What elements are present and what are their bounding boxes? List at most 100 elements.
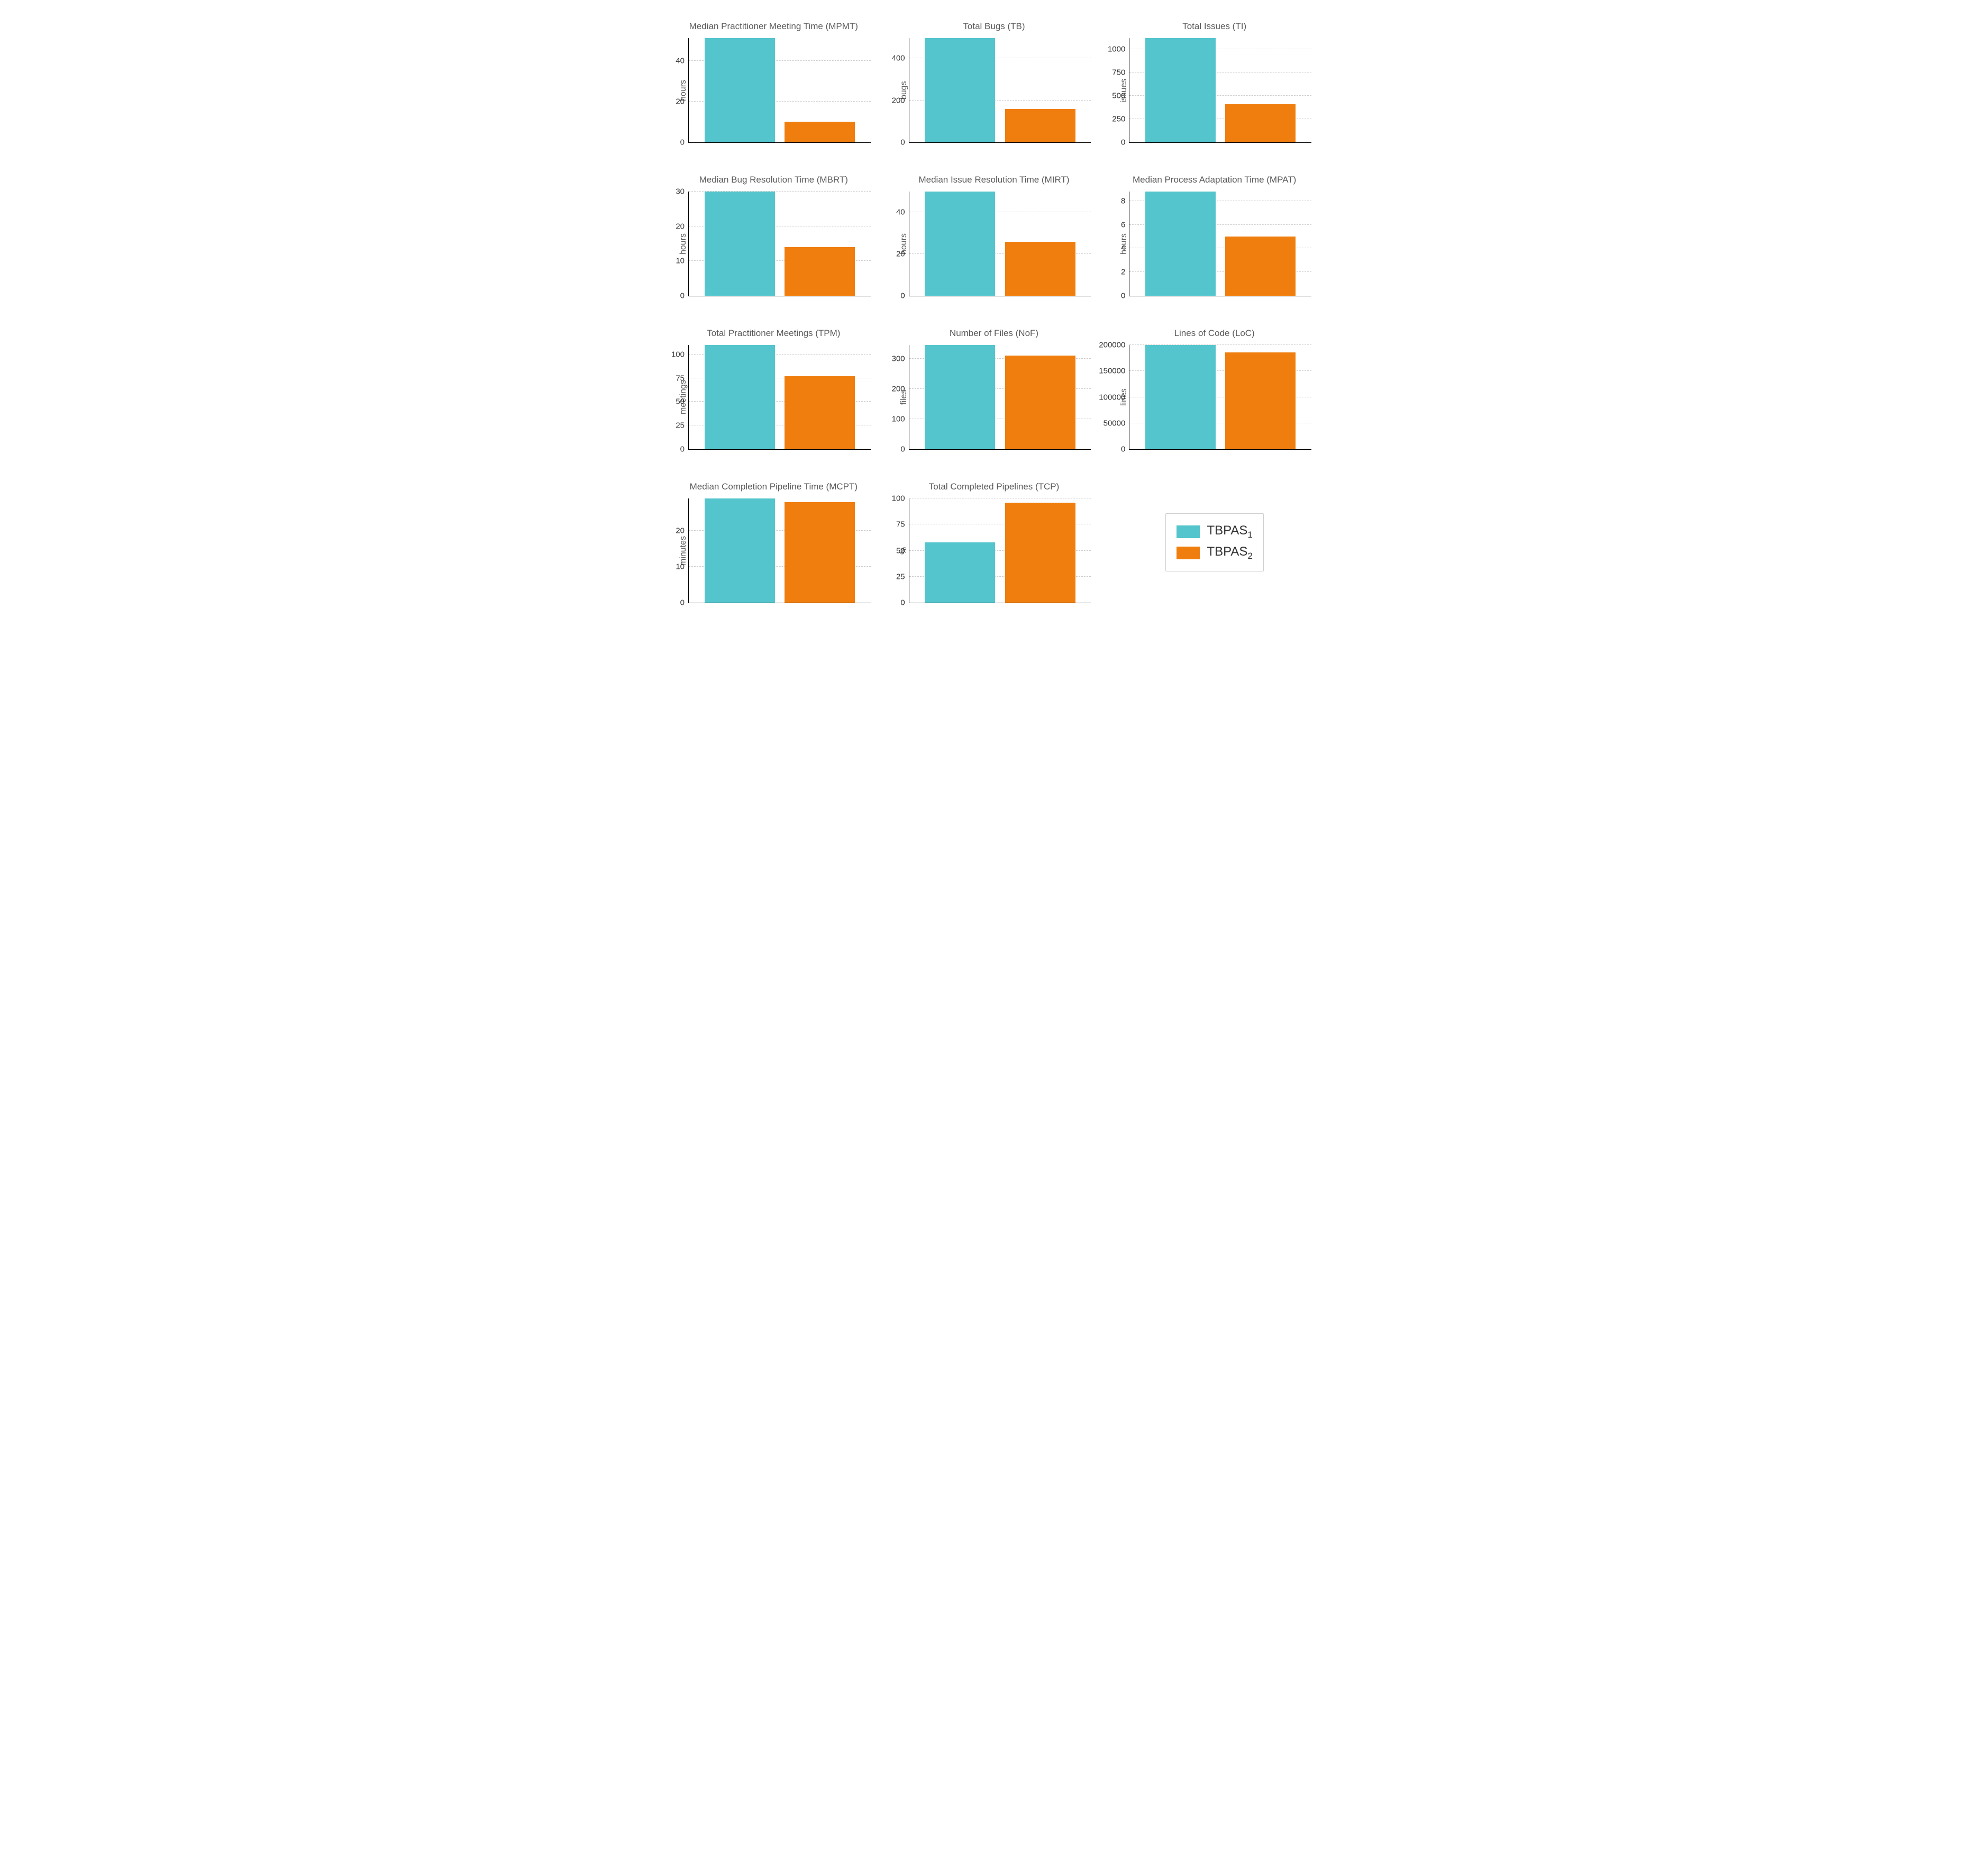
y-tick-label: 200 bbox=[892, 96, 905, 105]
plot-area: 050000100000150000200000 bbox=[1129, 345, 1311, 450]
bar-series1 bbox=[705, 192, 775, 296]
y-tick-label: 100 bbox=[892, 494, 905, 503]
chart-panel: Total Completed Pipelines (TCP)%02550751… bbox=[897, 482, 1091, 603]
y-tick-label: 100000 bbox=[1099, 393, 1125, 402]
chart-panel: Median Practitioner Meeting Time (MPMT) h… bbox=[677, 21, 871, 143]
y-tick-label: 0 bbox=[680, 445, 685, 454]
y-tick-label: 400 bbox=[892, 54, 905, 63]
legend-row-series1: TBPAS1 bbox=[1177, 521, 1253, 542]
plot-area: 02505007501000 bbox=[1129, 38, 1311, 143]
bars-container bbox=[689, 345, 871, 449]
bar-series2 bbox=[1005, 109, 1075, 142]
y-tick-label: 0 bbox=[1121, 445, 1125, 454]
chart-panel: Number of Files (NoF)files0100200300 bbox=[897, 328, 1091, 450]
bar-series1 bbox=[705, 38, 775, 142]
bars-container bbox=[689, 38, 871, 142]
bar-series2 bbox=[1225, 352, 1296, 449]
bar-series2 bbox=[1005, 242, 1075, 296]
y-tick-label: 0 bbox=[680, 292, 685, 301]
y-axis-label: issues bbox=[1117, 38, 1129, 143]
y-tick-label: 200000 bbox=[1099, 341, 1125, 350]
legend-row-series2: TBPAS2 bbox=[1177, 542, 1253, 564]
chart-title: Number of Files (NoF) bbox=[897, 328, 1091, 339]
y-axis-label: minutes bbox=[677, 498, 688, 603]
bars-container bbox=[909, 192, 1091, 296]
y-tick-label: 300 bbox=[892, 354, 905, 363]
legend-box: TBPAS1 TBPAS2 bbox=[1165, 513, 1264, 571]
y-tick-label: 0 bbox=[900, 292, 905, 301]
y-tick-label: 20 bbox=[676, 526, 685, 535]
bars-container bbox=[909, 498, 1091, 603]
bar-series2 bbox=[785, 122, 855, 142]
plot-area: 02468 bbox=[1129, 192, 1311, 296]
bar-series1 bbox=[1145, 38, 1216, 142]
plot-area: 0255075100 bbox=[909, 498, 1091, 603]
bar-series1 bbox=[1145, 192, 1216, 296]
bar-series1 bbox=[925, 345, 995, 449]
chart-panel: Lines of Code (LoC)lines0500001000001500… bbox=[1117, 328, 1311, 450]
bars-container bbox=[909, 345, 1091, 449]
plot-area: 0255075100 bbox=[688, 345, 871, 450]
y-tick-label: 75 bbox=[896, 520, 905, 529]
y-tick-label: 8 bbox=[1121, 196, 1125, 205]
chart-title: Median Practitioner Meeting Time (MPMT) bbox=[677, 21, 871, 32]
bar-series2 bbox=[785, 502, 855, 603]
y-tick-label: 10 bbox=[676, 562, 685, 571]
y-tick-label: 25 bbox=[896, 572, 905, 581]
y-tick-label: 25 bbox=[676, 421, 685, 430]
bar-series2 bbox=[1005, 356, 1075, 449]
y-axis-label: hours bbox=[677, 38, 688, 143]
bar-series1 bbox=[705, 498, 775, 603]
y-tick-label: 0 bbox=[900, 138, 905, 147]
bars-container bbox=[1129, 192, 1311, 296]
bar-series2 bbox=[1225, 237, 1296, 296]
plot-area: 0102030 bbox=[688, 192, 871, 296]
y-tick-label: 0 bbox=[680, 138, 685, 147]
legend-label: TBPAS2 bbox=[1207, 544, 1253, 561]
bar-series1 bbox=[925, 38, 995, 142]
bars-container bbox=[909, 38, 1091, 142]
y-tick-label: 200 bbox=[892, 384, 905, 393]
y-tick-label: 75 bbox=[676, 374, 685, 383]
bars-container bbox=[689, 192, 871, 296]
plot-area: 0200400 bbox=[909, 38, 1091, 143]
y-tick-label: 500 bbox=[1112, 92, 1125, 101]
chart-title: Lines of Code (LoC) bbox=[1117, 328, 1311, 339]
y-tick-label: 30 bbox=[676, 187, 685, 196]
chart-title: Median Completion Pipeline Time (MCPT) bbox=[677, 482, 871, 492]
y-tick-label: 0 bbox=[900, 445, 905, 454]
chart-grid: Median Practitioner Meeting Time (MPMT) h… bbox=[677, 21, 1311, 603]
y-tick-label: 40 bbox=[676, 56, 685, 65]
y-tick-label: 20 bbox=[676, 97, 685, 106]
y-axis-label: hours bbox=[677, 192, 688, 296]
y-tick-label: 0 bbox=[900, 598, 905, 607]
chart-title: Total Practitioner Meetings (TPM) bbox=[677, 328, 871, 339]
plot-area: 02040 bbox=[688, 38, 871, 143]
chart-title: Median Issue Resolution Time (MIRT) bbox=[897, 175, 1091, 185]
chart-panel: Median Completion Pipeline Time (MCPT) mi… bbox=[677, 482, 871, 603]
bar-series1 bbox=[925, 542, 995, 603]
legend-cell: TBPAS1 TBPAS2 bbox=[1117, 482, 1311, 603]
y-tick-label: 50000 bbox=[1104, 419, 1126, 428]
y-tick-label: 20 bbox=[676, 222, 685, 231]
y-tick-label: 20 bbox=[896, 250, 905, 259]
bars-container bbox=[1129, 38, 1311, 142]
y-axis-label: hours bbox=[897, 192, 909, 296]
y-tick-label: 100 bbox=[671, 350, 685, 359]
y-tick-label: 100 bbox=[892, 414, 905, 423]
y-tick-label: 0 bbox=[680, 598, 685, 607]
y-tick-label: 2 bbox=[1121, 268, 1125, 277]
bars-container bbox=[689, 498, 871, 603]
plot-area: 02040 bbox=[909, 192, 1091, 296]
bars-container bbox=[1129, 345, 1311, 449]
chart-title: Total Completed Pipelines (TCP) bbox=[897, 482, 1091, 492]
bar-series2 bbox=[785, 247, 855, 296]
legend-label: TBPAS1 bbox=[1207, 523, 1253, 540]
bar-series2 bbox=[1005, 503, 1075, 603]
chart-panel: Total Bugs (TB)bugs0200400 bbox=[897, 21, 1091, 143]
bar-series2 bbox=[1225, 104, 1296, 142]
chart-title: Median Process Adaptation Time (MPAT) bbox=[1117, 175, 1311, 185]
plot-area: 01020 bbox=[688, 498, 871, 603]
y-tick-label: 750 bbox=[1112, 68, 1125, 77]
legend-swatch bbox=[1177, 525, 1200, 538]
